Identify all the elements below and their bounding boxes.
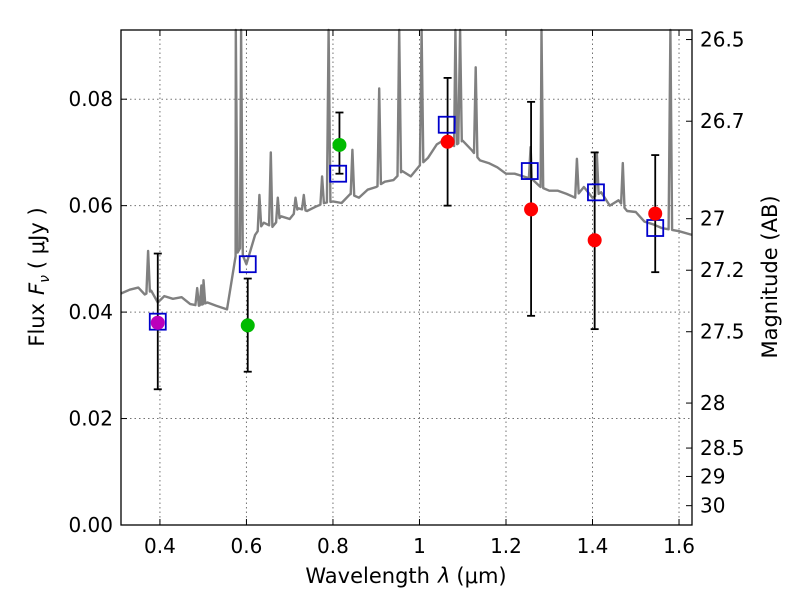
- observed-photometry-point: [587, 233, 602, 248]
- y2-tick-label: 26.5: [700, 28, 745, 52]
- model-photometry-box: [437, 115, 456, 134]
- y-tick-label: 0.08: [68, 87, 113, 111]
- y-tick-label: 0.04: [68, 300, 113, 324]
- y2-tick-label: 30: [700, 494, 725, 518]
- x-tick-label: 0.6: [231, 534, 263, 558]
- y-axis-title: FluxFν( μJy ): [25, 207, 53, 346]
- x-tick-label: 0.4: [144, 534, 176, 558]
- errorbar-layer: [153, 77, 660, 391]
- y-tick-label: 0.06: [68, 194, 113, 218]
- x-tick-label: 1: [413, 534, 426, 558]
- spectrum-layer: [120, 28, 693, 311]
- y2-tick-label: 28.5: [700, 436, 745, 460]
- model-photometry-box: [329, 164, 348, 183]
- plot-frame: [120, 29, 693, 526]
- x-axis-title: Wavelength λ (μm): [305, 564, 506, 588]
- model-photometry-box: [520, 162, 539, 180]
- y-tick-label: 0.00: [68, 513, 113, 537]
- x-tick-label: 0.8: [317, 534, 349, 558]
- observed-photometry-point: [150, 315, 165, 330]
- observed-photometry-point: [240, 318, 255, 333]
- y2-tick-label: 26.7: [700, 109, 745, 133]
- y2-tick-label: 29: [700, 464, 725, 488]
- y2-tick-label: 27.5: [700, 320, 745, 344]
- x-tick-label: 1.4: [577, 534, 609, 558]
- y2-tick-label: 28: [700, 391, 725, 415]
- model-spectrum-line: [120, 28, 693, 311]
- x-tick-label: 1.2: [490, 534, 522, 558]
- model-photometry-box: [587, 183, 605, 202]
- point-layer: [150, 134, 663, 333]
- y2-axis-title: Magnitude (AB): [758, 195, 782, 358]
- y2-tick-label: 27: [700, 207, 725, 231]
- grid-layer: [121, 30, 692, 526]
- observed-photometry-point: [332, 137, 347, 152]
- model-layer: [148, 115, 665, 331]
- observed-photometry-point: [648, 206, 663, 221]
- axis-layer: 0.4 0.6 0.8 1 1.2 1.4 1.6 0.00 0.02 0.04 0.06 0.08 2…: [68, 28, 744, 558]
- x-tick-label: 1.6: [663, 534, 695, 558]
- observed-photometry-point: [524, 202, 539, 217]
- model-photometry-box: [238, 255, 257, 274]
- y2-tick-label: 27.2: [700, 258, 745, 282]
- y-tick-label: 0.02: [68, 407, 113, 431]
- observed-photometry-point: [440, 134, 455, 149]
